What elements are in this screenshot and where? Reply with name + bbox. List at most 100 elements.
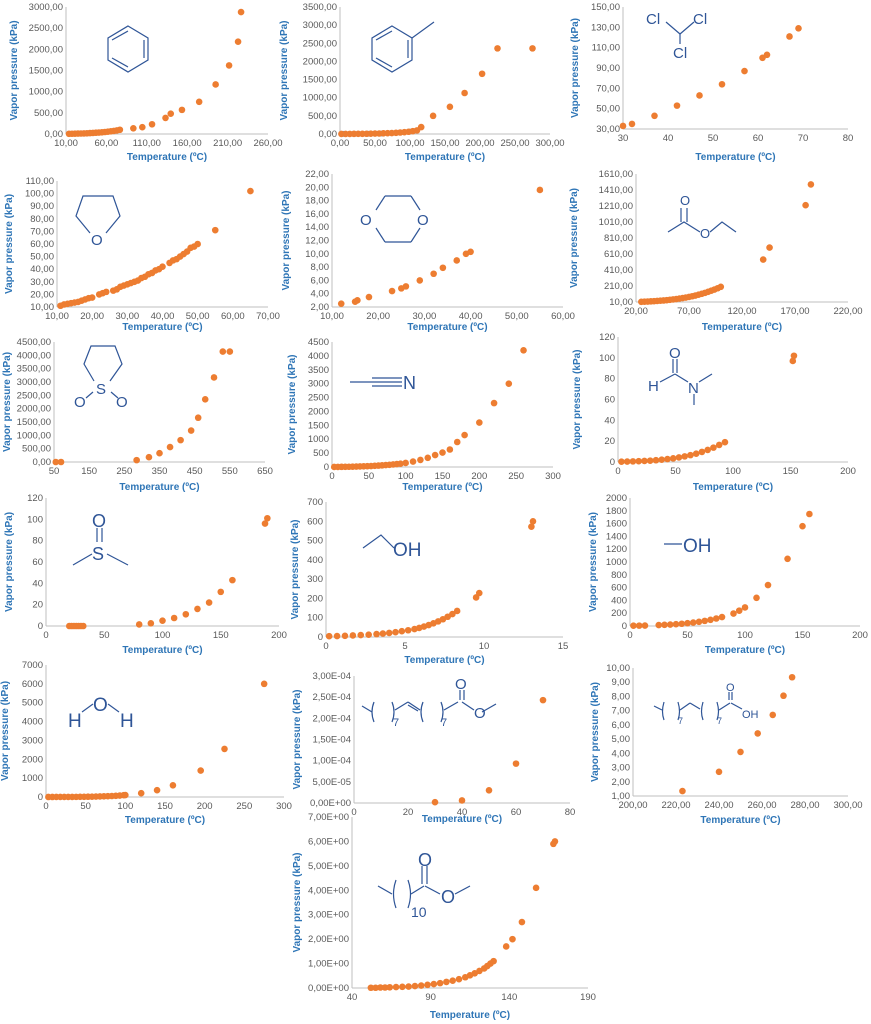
y-tick-label: 200 bbox=[307, 593, 323, 604]
y-tick-label: 60,00 bbox=[30, 239, 54, 250]
y-tick-label: 10,00 bbox=[30, 302, 54, 313]
data-point bbox=[349, 632, 357, 639]
y-tick-label: 2500,00 bbox=[17, 390, 51, 401]
repeat-count: 10 bbox=[411, 904, 427, 920]
data-point bbox=[689, 619, 697, 626]
y-tick-label: 0,00 bbox=[45, 129, 64, 140]
chart-c6: 50 150 250 350 450 550 650 0,00 500,00 1000,00 150… bbox=[2, 337, 273, 493]
data-point bbox=[210, 374, 218, 381]
data-point bbox=[135, 621, 143, 628]
y-tick-label: 14,00 bbox=[305, 222, 329, 233]
y-tick-label: 7,00E+00 bbox=[308, 812, 349, 823]
data-point bbox=[623, 458, 631, 465]
x-tick-label: 200,00 bbox=[618, 800, 647, 811]
data-point bbox=[439, 264, 447, 272]
data-point bbox=[539, 696, 547, 704]
data-point bbox=[237, 8, 245, 16]
data-point bbox=[461, 431, 468, 439]
y-tick-label: 90,00 bbox=[596, 63, 620, 74]
data-point bbox=[367, 984, 375, 992]
data-point bbox=[737, 748, 744, 756]
data-point bbox=[678, 620, 686, 628]
data-point bbox=[439, 449, 446, 456]
data-point bbox=[635, 457, 642, 465]
y-tick-label: 1800 bbox=[606, 506, 627, 517]
data-point bbox=[802, 201, 809, 209]
data-point bbox=[795, 25, 802, 32]
data-point bbox=[449, 977, 456, 984]
y-tick-label: 18,00 bbox=[305, 196, 329, 207]
y-tick-label: 100 bbox=[599, 353, 615, 364]
data-point bbox=[490, 399, 498, 407]
data-point bbox=[398, 627, 406, 635]
data-point bbox=[658, 456, 665, 464]
o-label: O bbox=[669, 345, 681, 362]
x-axis-label: Temperature (ºC) bbox=[693, 482, 773, 493]
x-tick-label: 0 bbox=[43, 630, 48, 641]
y-tick-label: 2,50E-04 bbox=[312, 692, 351, 703]
data-point bbox=[424, 454, 432, 462]
methyl-laurate-structure: O O 10 bbox=[377, 850, 471, 920]
x-tick-label: 40 bbox=[347, 992, 358, 1003]
y-tick-label: 1,50E-04 bbox=[312, 735, 351, 746]
data-point bbox=[156, 449, 163, 457]
y-axis-label: Vapor pressure (kPa) bbox=[4, 194, 15, 294]
y-tick-label: 5,00E-05 bbox=[312, 777, 351, 788]
x-tick-label: 150,00 bbox=[430, 138, 459, 149]
y-tick-label: 80 bbox=[604, 374, 615, 385]
chart-c12: 0 50 100 150 200 250 3000100020003000400050006… bbox=[0, 660, 292, 826]
data-point bbox=[178, 106, 186, 114]
data-point bbox=[784, 555, 791, 563]
data-point bbox=[661, 621, 668, 629]
data-point bbox=[512, 760, 520, 767]
x-tick-label: 30,00 bbox=[413, 311, 437, 322]
o-label: O bbox=[474, 705, 486, 722]
data-point bbox=[446, 103, 454, 111]
y-tick-label: 12,00 bbox=[305, 236, 329, 247]
y-tick-label: 5000 bbox=[22, 698, 43, 709]
data-point bbox=[411, 982, 419, 990]
chart-c7: 0 50 100 150 200 250 3000500100015002000250030… bbox=[287, 337, 561, 493]
data-point bbox=[641, 457, 648, 465]
data-point bbox=[416, 277, 424, 284]
data-point bbox=[409, 458, 417, 465]
x-tick-label: 250 bbox=[236, 801, 252, 812]
x-tick-label: 120,00 bbox=[727, 306, 756, 317]
y-tick-label: 40,00 bbox=[30, 264, 54, 275]
x-tick-label: 20 bbox=[403, 807, 414, 818]
data-point bbox=[430, 980, 438, 988]
y-tick-label: 0 bbox=[610, 457, 615, 468]
thf-structure: O bbox=[75, 195, 121, 249]
x-axis-label: Temperature (ºC) bbox=[127, 152, 207, 163]
y-tick-label: 60 bbox=[32, 557, 43, 568]
y-axis-label: Vapor pressure (kPa) bbox=[570, 18, 581, 118]
data-point bbox=[485, 787, 493, 794]
n-label: N bbox=[688, 380, 699, 397]
x-tick-label: 650 bbox=[257, 466, 273, 477]
x-tick-label: 170,00 bbox=[780, 306, 809, 317]
y-tick-label: 8,00 bbox=[311, 262, 330, 273]
x-tick-label: 40,00 bbox=[459, 311, 483, 322]
y-axis-label: Vapor pressure (kPa) bbox=[290, 519, 301, 619]
x-tick-label: 100 bbox=[398, 471, 414, 482]
y-tick-label: 3000,00 bbox=[29, 2, 63, 13]
data-point bbox=[669, 455, 677, 462]
x-tick-label: 150 bbox=[157, 801, 173, 812]
y-tick-label: 120 bbox=[27, 493, 43, 504]
y-tick-label: 110,00 bbox=[592, 43, 620, 54]
y-tick-label: 600 bbox=[611, 583, 627, 594]
dichloromethane-structure: Cl Cl Cl bbox=[646, 11, 707, 62]
y-axis-label: Vapor pressure (kPa) bbox=[588, 512, 599, 612]
x-tick-label: 50,00 bbox=[363, 138, 387, 149]
data-point bbox=[766, 244, 773, 251]
x-tick-label: 300,00 bbox=[535, 138, 564, 149]
data-point bbox=[424, 981, 431, 989]
x-tick-label: 50 bbox=[364, 471, 375, 482]
y-tick-label: 16,00 bbox=[305, 209, 329, 220]
toluene-structure bbox=[371, 21, 435, 73]
y-tick-label: 1,00E-04 bbox=[312, 756, 351, 767]
x-tick-label: 240,00 bbox=[704, 800, 733, 811]
data-point bbox=[357, 631, 365, 639]
chart-c11: 0 50 100 150 2000200400600800100012001400160… bbox=[588, 493, 868, 656]
chart-c15: 40 90 140 190 0,00E+00 1,00E+00 2,00E+00 3,00E+… bbox=[292, 812, 596, 1021]
